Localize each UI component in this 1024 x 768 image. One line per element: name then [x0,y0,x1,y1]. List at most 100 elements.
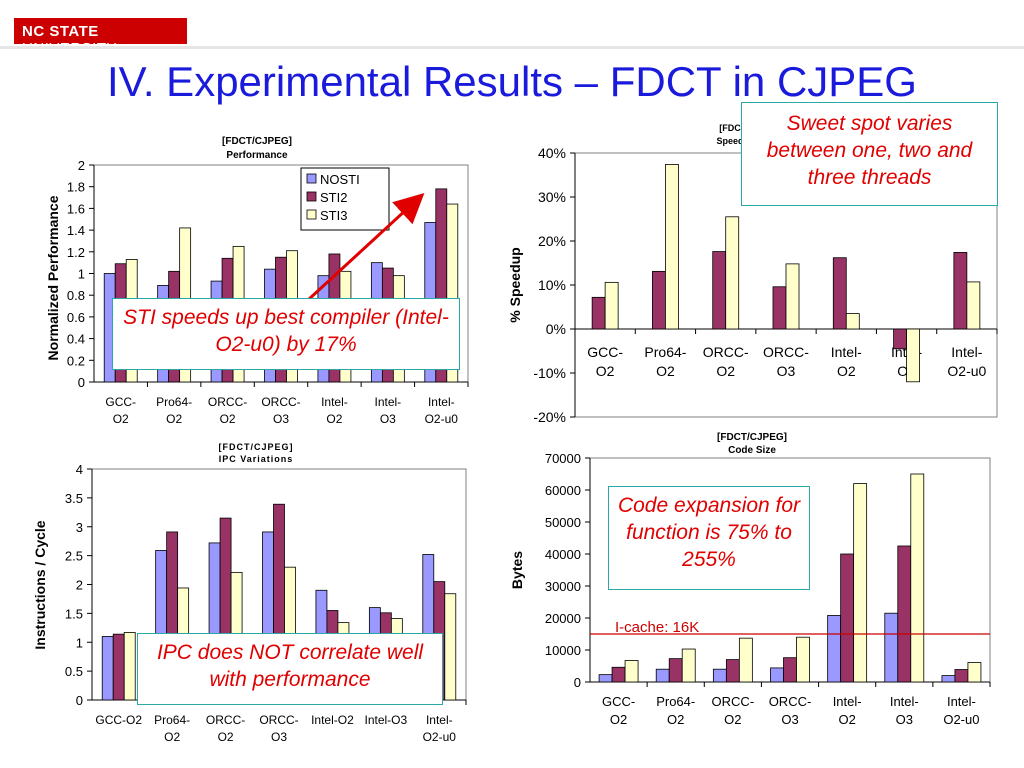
y-tick-label: 0 [574,675,581,690]
x-tick-label: O2 [218,730,234,744]
bar-sti3 [681,648,696,683]
bar-sti3 [665,164,679,330]
bar-sti2 [725,659,740,683]
x-tick-label: Intel- [321,395,348,409]
x-tick-label: O2-u0 [425,412,459,426]
bar-nosti [941,675,956,683]
bar-sti2 [954,669,969,683]
y-tick-label: 0.5 [65,664,83,679]
bar-sti3 [738,637,753,683]
header-rule [0,46,1024,49]
x-tick-label: Intel- [833,694,862,709]
bar-nosti [770,667,784,683]
x-tick-label: O2 [667,712,684,727]
bar-sti3 [967,662,982,683]
x-tick-label: Pro64- [154,713,190,727]
x-tick-label: O2 [164,730,180,744]
bar-sti2 [591,296,606,330]
bar-sti3 [796,636,810,683]
x-tick-label: Intel- [951,344,982,360]
bar-nosti [884,612,899,683]
x-tick-label: O3 [777,363,796,379]
bar-sti2 [840,553,855,683]
y-tick-label: 30000 [545,579,581,594]
bar-nosti [827,615,842,683]
x-tick-label: ORCC- [763,344,809,360]
chart-subtitle: Code Size [728,445,776,456]
y-tick-label: -20% [533,409,566,425]
y-tick-label: 2 [78,158,85,173]
y-axis-label: Bytes [509,551,525,589]
x-tick-label: Intel-O2 [311,713,354,727]
x-tick-label: GCC-O2 [95,713,142,727]
y-tick-label: 2.5 [65,549,83,564]
x-tick-label: ORCC- [769,694,812,709]
y-tick-label: 10% [538,277,566,293]
callout-speedup: Sweet spot varies between one, two and t… [741,102,998,206]
bar-sti2 [712,251,727,330]
x-tick-label: O3 [273,412,289,426]
bar-sti2 [668,658,683,683]
chart-title: [FDC [719,123,741,133]
x-tick-label: Intel- [428,395,455,409]
bar-nosti [712,668,727,683]
x-tick-label: O2 [837,363,856,379]
y-tick-label: 1 [76,635,83,650]
y-tick-label: 0 [76,693,83,708]
y-tick-label: 60000 [545,483,581,498]
y-tick-label: 1.4 [67,223,85,238]
bar-nosti [655,668,670,683]
icache-label: I-cache: 16K [615,619,699,636]
y-axis-label: % Speedup [507,247,523,322]
chart-subtitle: Speed [716,136,743,146]
chart-title: [FDCT/CJPEG] [219,442,294,452]
bar-sti2 [832,257,847,330]
x-tick-label: O2 [724,712,741,727]
y-tick-label: 0.2 [67,353,85,368]
x-tick-label: Intel-O3 [365,713,408,727]
x-tick-label: O3 [896,712,913,727]
y-axis-label: Instructions / Cycle [32,520,48,649]
y-tick-label: 0.6 [67,310,85,325]
y-tick-label: 1 [78,267,85,282]
bar-sti3 [604,281,619,330]
x-tick-label: ORCC- [712,694,755,709]
bar-sti2 [611,666,626,683]
x-tick-label: O2 [838,712,855,727]
x-tick-label: Intel- [375,395,402,409]
y-tick-label: 0% [546,321,566,337]
bar-sti2 [953,252,968,330]
x-tick-label: O2 [166,412,182,426]
y-tick-label: -10% [533,365,566,381]
x-tick-label: ORCC- [261,395,300,409]
arrow-annotation [306,192,425,302]
callout-perf: STI speeds up best compiler (Intel-O2-u0… [112,298,460,370]
x-tick-label: Intel- [947,694,976,709]
x-tick-label: GCC- [105,395,136,409]
x-tick-label: Pro64- [156,395,192,409]
bar-sti2 [772,286,787,330]
y-tick-label: 3.5 [65,491,83,506]
callout-codesize: Code expansion for function is 75% to 25… [608,486,810,590]
x-tick-label: O3 [781,712,798,727]
chart-title: [FDCT/CJPEG] [222,136,292,147]
x-tick-label: ORCC- [208,395,247,409]
y-tick-label: 4 [76,462,83,477]
y-tick-label: 70000 [545,451,581,466]
bar-sti3 [123,632,136,701]
x-tick-label: O2 [716,363,735,379]
bar-sti3 [910,473,925,683]
x-tick-label: O2 [113,412,129,426]
legend-label: STI3 [320,208,347,223]
callout-ipc: IPC does NOT correlate well with perform… [137,633,443,705]
legend-swatch [306,173,317,184]
bar-sti3 [725,216,740,330]
bar-sti2 [893,328,907,350]
x-tick-label: GCC- [602,694,635,709]
university-logo: NC STATE UNIVERSITY [14,18,187,57]
bar-nosti [598,674,613,683]
bar-sti2 [897,545,912,683]
y-tick-label: 2 [76,578,83,593]
legend-swatch [306,191,317,202]
bar-sti3 [444,593,457,701]
